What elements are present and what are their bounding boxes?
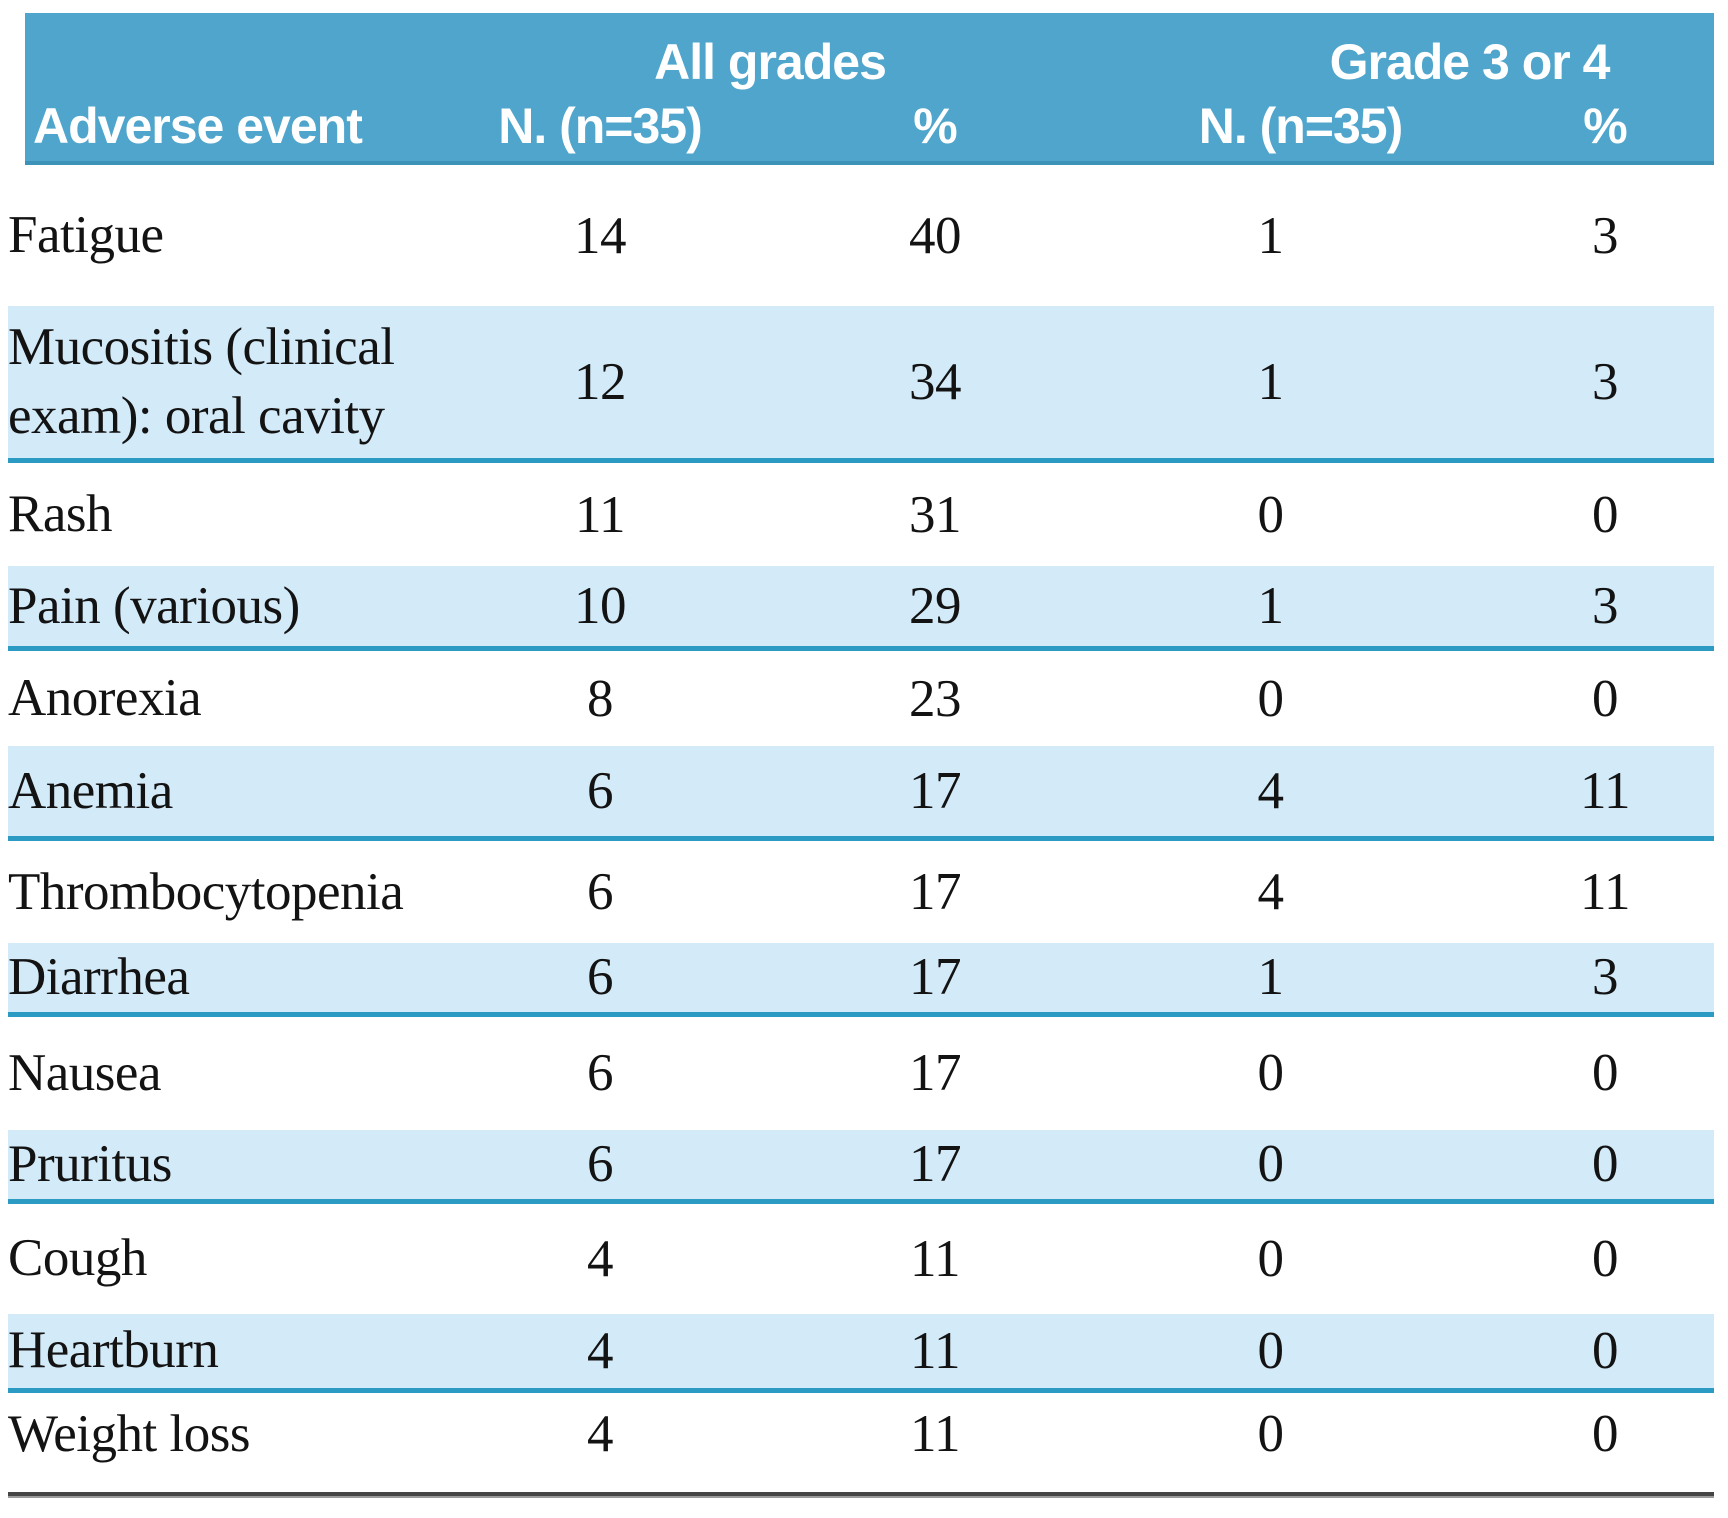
table-header: All grades Grade 3 or 4 Adverse event N.…: [25, 13, 1714, 165]
grade34-n-value: 0: [1105, 1129, 1496, 1204]
grade34-n-value: 1: [1105, 566, 1496, 651]
adverse-event-name: Thrombocytopenia: [8, 862, 404, 921]
grade34-pct-value: 3: [1592, 206, 1619, 265]
grade34-n-value: 0: [1257, 1229, 1285, 1288]
grade34-pct-value: 0: [1592, 1405, 1619, 1464]
all-grades-pct-value: 17: [765, 943, 1105, 1017]
all-grades-pct-value: 29: [765, 566, 1105, 651]
all-grades-pct-value: 31: [909, 485, 962, 544]
grade34-pct-value: 3: [1496, 943, 1714, 1017]
all-grades-pct-value: 40: [909, 206, 962, 265]
grade34-pct-value: 0: [1592, 485, 1619, 544]
grade34-n-value: 4: [1105, 746, 1496, 841]
all-grades-n-value: 4: [435, 1313, 765, 1393]
all-grades-n-value: 6: [435, 943, 765, 1017]
grade34-n-value: 0: [1105, 1313, 1496, 1393]
table-row: Nausea 6 17 0 0: [8, 1014, 1714, 1130]
all-grades-n-value: 6: [435, 1129, 765, 1204]
all-grades-n-value: 4: [587, 1405, 614, 1464]
adverse-event-name: Heartburn: [8, 1313, 435, 1393]
grade34-n-value: 0: [1257, 1405, 1285, 1464]
grade34-n-value: 1: [1105, 306, 1496, 463]
table-row: Thrombocytopenia 6 17 4 11: [8, 839, 1714, 944]
grade34-pct-value: 0: [1592, 669, 1619, 728]
bottom-rule: [8, 1491, 1714, 1498]
table-row: Weight loss 4 11 0 0: [8, 1390, 1714, 1476]
table-row: Pruritus 6 17 0 0: [8, 1129, 1714, 1204]
adverse-event-name: Rash: [8, 485, 113, 544]
grade34-n-value: 0: [1257, 485, 1285, 544]
adverse-event-name: Cough: [8, 1229, 147, 1288]
all-grades-pct-value: 17: [765, 746, 1105, 841]
grade34-pct-value: 3: [1496, 306, 1714, 463]
all-grades-pct-value: 17: [765, 1129, 1105, 1204]
all-grades-pct-value: 17: [909, 1044, 962, 1103]
adverse-event-name: Weight loss: [8, 1404, 250, 1463]
all-grades-n-value: 6: [587, 1044, 614, 1103]
column-header-grade34-pct: %: [1583, 98, 1627, 154]
all-grades-n-value: 12: [435, 306, 765, 463]
all-grades-n-value: 8: [587, 669, 614, 728]
adverse-event-name: Anorexia: [8, 669, 202, 728]
grade34-pct-value: 0: [1592, 1044, 1619, 1103]
grade34-pct-value: 3: [1496, 566, 1714, 651]
grade34-n-value: 4: [1257, 863, 1285, 921]
grade34-pct-value: 0: [1592, 1229, 1619, 1288]
adverse-event-name: Pain (various): [8, 566, 435, 651]
all-grades-n-value: 14: [574, 206, 627, 265]
table-row: Fatigue 14 40 1 3: [8, 165, 1714, 306]
all-grades-n-value: 6: [587, 863, 614, 921]
adverse-event-name: Mucositis (clinical exam): oral cavity: [8, 306, 435, 463]
table-row: Anorexia 8 23 0 0: [8, 649, 1714, 747]
adverse-event-name: Fatigue: [8, 206, 164, 265]
all-grades-pct-value: 23: [909, 669, 962, 728]
adverse-event-name: Diarrhea: [8, 943, 435, 1017]
all-grades-pct-value: 34: [765, 306, 1105, 463]
all-grades-n-value: 6: [435, 746, 765, 841]
table-row: Pain (various) 10 29 1 3: [8, 566, 1714, 651]
column-header-all-grades-pct: %: [913, 98, 957, 154]
grade34-pct-value: 0: [1496, 1313, 1714, 1393]
all-grades-pct-value: 11: [909, 1229, 961, 1288]
all-grades-n-value: 10: [435, 566, 765, 651]
header-group-row: All grades Grade 3 or 4: [25, 13, 1714, 91]
group-header-grade-3-or-4: Grade 3 or 4: [1329, 34, 1611, 90]
table-row: Diarrhea 6 17 1 3: [8, 943, 1714, 1017]
column-header-grade34-n: N. (n=35): [1198, 98, 1404, 154]
column-header-adverse-event: Adverse event: [33, 98, 363, 154]
grade34-pct-value: 11: [1496, 746, 1714, 841]
table-row: Cough 4 11 0 0: [8, 1201, 1714, 1314]
adverse-event-name: Nausea: [8, 1043, 161, 1102]
grade34-n-value: 1: [1257, 206, 1285, 265]
table-row: Anemia 6 17 4 11: [8, 746, 1714, 841]
grade34-pct-value: 0: [1496, 1129, 1714, 1204]
adverse-event-name: Pruritus: [8, 1129, 435, 1204]
all-grades-n-value: 11: [574, 485, 626, 544]
table-row: Rash 11 31 0 0: [8, 461, 1714, 567]
all-grades-pct-value: 11: [909, 1405, 961, 1464]
column-header-all-grades-n: N. (n=35): [498, 98, 703, 154]
grade34-n-value: 1: [1105, 943, 1496, 1017]
grade34-n-value: 0: [1257, 1044, 1285, 1103]
adverse-event-name: Anemia: [8, 746, 435, 841]
grade34-n-value: 0: [1257, 669, 1285, 728]
grade34-pct-value: 11: [1579, 863, 1631, 921]
table-row: Mucositis (clinical exam): oral cavity 1…: [8, 306, 1714, 463]
all-grades-n-value: 4: [587, 1229, 614, 1288]
all-grades-pct-value: 17: [909, 863, 962, 921]
adverse-events-body: Fatigue 14 40 1 3 Mucositis (clinical ex…: [8, 165, 1714, 1476]
group-header-all-grades: All grades: [654, 34, 887, 90]
all-grades-pct-value: 11: [765, 1313, 1105, 1393]
table-row: Heartburn 4 11 0 0: [8, 1313, 1714, 1393]
header-column-row: Adverse event N. (n=35) % N. (n=35) %: [25, 91, 1714, 161]
